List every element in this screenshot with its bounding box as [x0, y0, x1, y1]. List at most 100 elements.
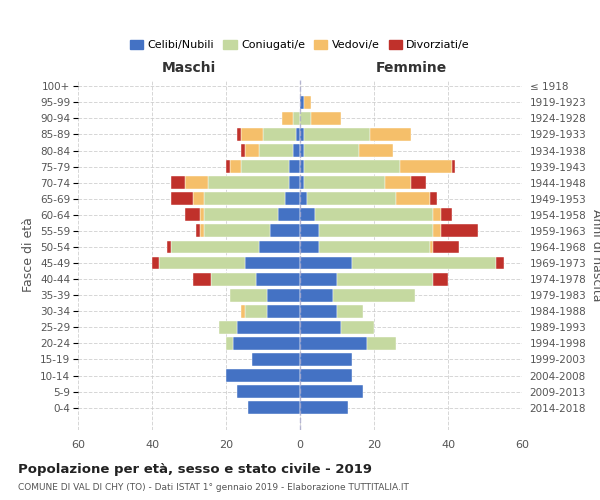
Bar — [300, 208, 315, 222]
Bar — [319, 240, 430, 254]
Bar — [204, 208, 278, 222]
Bar — [259, 144, 293, 157]
Bar — [300, 305, 337, 318]
Bar — [367, 337, 396, 350]
Bar — [226, 160, 230, 173]
Bar — [152, 256, 160, 270]
Bar — [293, 144, 300, 157]
Bar — [300, 176, 304, 189]
Bar — [337, 272, 433, 285]
Bar — [170, 240, 259, 254]
Bar — [193, 272, 211, 285]
Bar — [300, 369, 352, 382]
Bar — [304, 176, 385, 189]
Bar — [167, 240, 170, 254]
Bar — [263, 128, 296, 141]
Text: Popolazione per età, sesso e stato civile - 2019: Popolazione per età, sesso e stato civil… — [18, 462, 372, 475]
Bar — [400, 160, 452, 173]
Bar — [304, 144, 359, 157]
Bar — [300, 128, 304, 141]
Bar — [311, 112, 341, 125]
Bar — [359, 144, 392, 157]
Bar — [352, 256, 496, 270]
Bar — [230, 288, 266, 302]
Bar — [430, 240, 433, 254]
Bar — [259, 240, 300, 254]
Bar — [304, 96, 311, 109]
Bar — [304, 128, 370, 141]
Bar — [300, 240, 319, 254]
Bar — [307, 192, 396, 205]
Bar — [266, 288, 300, 302]
Bar — [341, 321, 374, 334]
Bar — [440, 208, 452, 222]
Bar — [160, 256, 245, 270]
Bar — [226, 337, 233, 350]
Bar — [440, 224, 478, 237]
Text: COMUNE DI VAL DI CHY (TO) - Dati ISTAT 1° gennaio 2019 - Elaborazione TUTTITALIA: COMUNE DI VAL DI CHY (TO) - Dati ISTAT 1… — [18, 484, 409, 492]
Bar — [226, 369, 300, 382]
Bar — [370, 128, 411, 141]
Bar — [300, 321, 341, 334]
Bar — [200, 208, 204, 222]
Bar — [248, 401, 300, 414]
Bar — [334, 288, 415, 302]
Text: Femmine: Femmine — [376, 61, 446, 75]
Bar — [245, 144, 259, 157]
Bar — [237, 128, 241, 141]
Bar — [245, 305, 266, 318]
Bar — [289, 160, 300, 173]
Bar — [433, 272, 448, 285]
Bar — [241, 128, 263, 141]
Bar — [237, 321, 300, 334]
Bar — [256, 272, 300, 285]
Bar — [433, 208, 440, 222]
Bar — [300, 144, 304, 157]
Bar — [300, 337, 367, 350]
Bar — [300, 401, 348, 414]
Bar — [300, 192, 307, 205]
Bar — [245, 256, 300, 270]
Y-axis label: Anni di nascita: Anni di nascita — [590, 209, 600, 301]
Bar — [300, 353, 352, 366]
Legend: Celibi/Nubili, Coniugati/e, Vedovi/e, Divorziati/e: Celibi/Nubili, Coniugati/e, Vedovi/e, Di… — [127, 36, 473, 54]
Bar — [430, 192, 437, 205]
Bar — [300, 96, 304, 109]
Bar — [230, 160, 241, 173]
Bar — [241, 144, 245, 157]
Bar — [411, 176, 426, 189]
Bar — [208, 176, 289, 189]
Bar — [300, 385, 363, 398]
Bar — [185, 208, 200, 222]
Bar — [185, 176, 208, 189]
Bar — [278, 208, 300, 222]
Bar — [337, 305, 363, 318]
Bar — [304, 160, 400, 173]
Bar — [266, 305, 300, 318]
Bar — [233, 337, 300, 350]
Bar — [396, 192, 430, 205]
Text: Maschi: Maschi — [162, 61, 216, 75]
Bar — [281, 112, 293, 125]
Bar — [218, 321, 237, 334]
Bar — [289, 176, 300, 189]
Bar — [452, 160, 455, 173]
Bar — [196, 224, 200, 237]
Bar — [241, 305, 245, 318]
Bar — [300, 224, 319, 237]
Bar — [170, 192, 193, 205]
Bar — [385, 176, 411, 189]
Bar — [296, 128, 300, 141]
Bar — [300, 112, 311, 125]
Bar — [170, 176, 185, 189]
Bar — [300, 160, 304, 173]
Bar — [200, 224, 204, 237]
Bar — [433, 224, 440, 237]
Bar — [211, 272, 256, 285]
Bar — [319, 224, 433, 237]
Bar — [433, 240, 459, 254]
Bar — [193, 192, 204, 205]
Bar — [271, 224, 300, 237]
Bar — [315, 208, 433, 222]
Bar — [241, 160, 289, 173]
